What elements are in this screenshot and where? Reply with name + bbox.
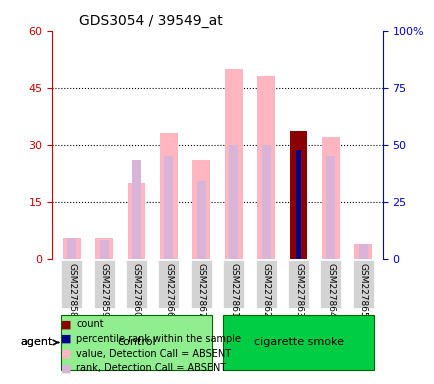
Bar — [326, 156, 335, 259]
FancyBboxPatch shape — [61, 260, 82, 308]
FancyBboxPatch shape — [320, 260, 341, 308]
Text: GSM227858: GSM227858 — [67, 263, 76, 318]
Bar — [224, 69, 242, 259]
Text: GDS3054 / 39549_at: GDS3054 / 39549_at — [79, 14, 222, 28]
FancyBboxPatch shape — [126, 260, 147, 308]
Text: GSM227862: GSM227862 — [261, 263, 270, 317]
Text: rank, Detection Call = ABSENT: rank, Detection Call = ABSENT — [76, 363, 226, 373]
Text: GSM227864: GSM227864 — [326, 263, 335, 317]
FancyBboxPatch shape — [191, 260, 211, 308]
Bar — [289, 131, 307, 259]
Text: agent: agent — [20, 338, 53, 348]
FancyBboxPatch shape — [287, 260, 308, 308]
Text: GSM227859: GSM227859 — [99, 263, 108, 318]
Bar — [95, 238, 113, 259]
Text: GSM227865: GSM227865 — [358, 263, 367, 318]
Bar — [358, 243, 367, 259]
Bar — [99, 240, 108, 259]
Bar — [192, 160, 210, 259]
Text: ■: ■ — [61, 363, 71, 373]
FancyBboxPatch shape — [93, 260, 114, 308]
Text: value, Detection Call = ABSENT: value, Detection Call = ABSENT — [76, 349, 231, 359]
Bar — [196, 181, 205, 259]
Bar — [160, 133, 178, 259]
Text: agent: agent — [20, 338, 59, 348]
Bar — [256, 76, 274, 259]
Bar — [62, 238, 80, 259]
FancyBboxPatch shape — [158, 260, 179, 308]
Text: GSM227861: GSM227861 — [229, 263, 238, 318]
FancyBboxPatch shape — [352, 260, 373, 308]
Text: ■: ■ — [61, 349, 71, 359]
FancyBboxPatch shape — [223, 260, 243, 308]
FancyBboxPatch shape — [61, 315, 211, 369]
FancyBboxPatch shape — [223, 315, 373, 369]
Text: GSM227867: GSM227867 — [196, 263, 205, 318]
Text: cigarette smoke: cigarette smoke — [253, 338, 343, 348]
Text: ■: ■ — [61, 334, 71, 344]
Bar — [127, 183, 145, 259]
Bar — [321, 137, 339, 259]
Bar — [67, 238, 76, 259]
Bar — [261, 145, 270, 259]
Bar — [164, 156, 173, 259]
Text: percentile rank within the sample: percentile rank within the sample — [76, 334, 240, 344]
Text: control: control — [117, 338, 155, 348]
Text: GSM227866: GSM227866 — [164, 263, 173, 318]
Text: GSM227863: GSM227863 — [293, 263, 302, 318]
Bar — [296, 151, 300, 259]
Bar — [132, 160, 141, 259]
Text: count: count — [76, 319, 104, 329]
Bar — [229, 145, 238, 259]
Bar — [354, 243, 372, 259]
Text: ■: ■ — [61, 319, 71, 329]
Text: GSM227860: GSM227860 — [132, 263, 141, 318]
FancyBboxPatch shape — [255, 260, 276, 308]
